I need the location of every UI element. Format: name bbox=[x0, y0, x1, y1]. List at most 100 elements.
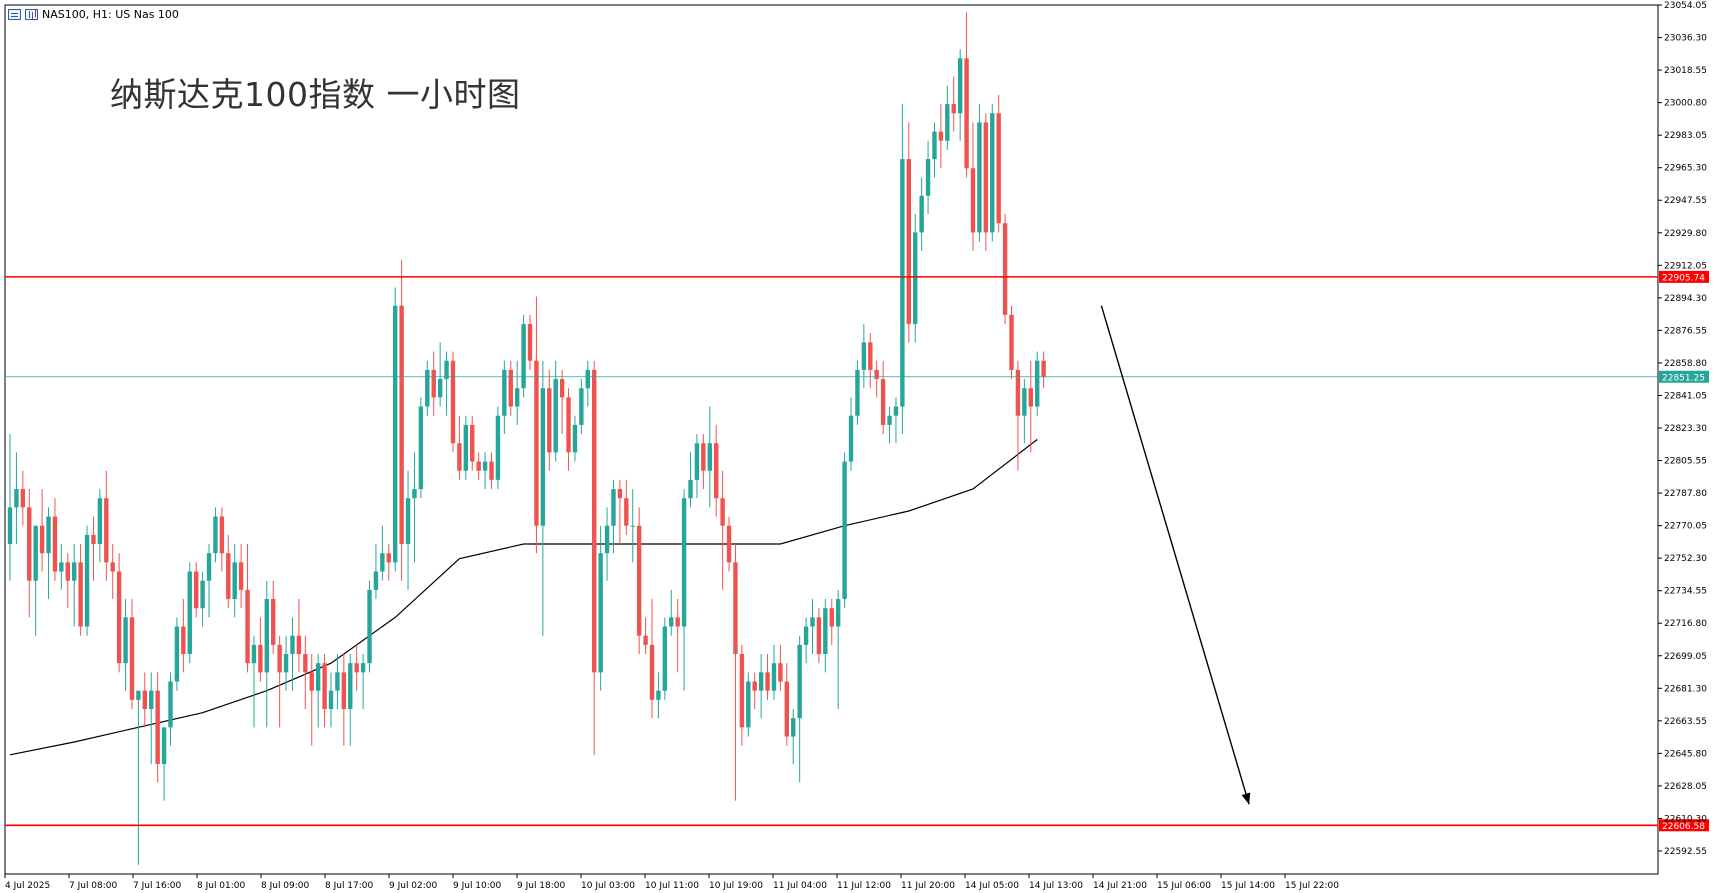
candle bbox=[848, 397, 854, 471]
candle bbox=[412, 452, 417, 563]
candle-body bbox=[65, 562, 70, 581]
candle bbox=[489, 452, 494, 490]
candle-body bbox=[579, 388, 584, 425]
candle bbox=[457, 415, 462, 480]
chart-bars-icon[interactable] bbox=[25, 8, 38, 20]
candle bbox=[399, 259, 404, 581]
candle-body bbox=[52, 516, 58, 572]
candle bbox=[521, 314, 526, 398]
candle-body bbox=[559, 379, 565, 398]
candle-body bbox=[187, 571, 192, 655]
ma-polyline bbox=[9, 439, 1038, 756]
trend-arrow[interactable] bbox=[1100, 305, 1251, 805]
candle bbox=[72, 544, 77, 627]
candle-body bbox=[1015, 369, 1021, 416]
candle-body bbox=[990, 113, 995, 233]
candle bbox=[476, 452, 481, 480]
candle-body bbox=[868, 342, 873, 370]
candle-body bbox=[1035, 360, 1040, 407]
candle-body bbox=[521, 324, 526, 389]
candle bbox=[502, 360, 507, 435]
candle-body bbox=[206, 553, 212, 581]
candle-body bbox=[803, 626, 809, 645]
price-tick-label: 22787.80 bbox=[1664, 489, 1707, 499]
time-tick-label: 8 Jul 09:00 bbox=[261, 881, 310, 891]
candle bbox=[405, 470, 411, 590]
candle-body bbox=[765, 672, 770, 691]
candle-body bbox=[463, 424, 469, 471]
candle bbox=[726, 516, 732, 572]
candle-body bbox=[791, 718, 796, 737]
candle bbox=[335, 654, 340, 710]
candle bbox=[752, 672, 757, 710]
candle-body bbox=[335, 672, 340, 691]
candle-body bbox=[540, 388, 546, 526]
candle-body bbox=[1022, 388, 1027, 416]
time-tick-label: 11 Jul 12:00 bbox=[837, 881, 891, 891]
candle bbox=[746, 672, 751, 737]
candle-body bbox=[219, 516, 225, 554]
candle-body bbox=[476, 461, 481, 471]
candle-body bbox=[27, 507, 32, 581]
candle-body bbox=[149, 690, 154, 710]
candle-body bbox=[611, 489, 616, 526]
price-tick-label: 22663.55 bbox=[1664, 717, 1707, 727]
candle-body bbox=[514, 388, 520, 407]
candle bbox=[624, 479, 629, 535]
candle-body bbox=[855, 369, 860, 416]
time-tick-label: 11 Jul 04:00 bbox=[773, 881, 827, 891]
candle-body bbox=[142, 690, 148, 710]
candle-body bbox=[880, 379, 886, 425]
candle-body bbox=[129, 617, 135, 700]
candle-body bbox=[425, 369, 430, 407]
candle bbox=[386, 544, 391, 581]
time-tick-label: 14 Jul 13:00 bbox=[1029, 881, 1083, 891]
candle-body bbox=[784, 681, 790, 737]
candle bbox=[168, 672, 173, 746]
price-tick-label: 22734.55 bbox=[1664, 587, 1707, 597]
candle-body bbox=[547, 388, 552, 453]
candle-body bbox=[630, 525, 635, 527]
candle bbox=[373, 544, 379, 600]
candle-body bbox=[970, 168, 976, 233]
candle-body bbox=[46, 516, 51, 554]
candle-body bbox=[59, 562, 64, 572]
candle-body bbox=[104, 498, 109, 563]
candle bbox=[450, 351, 456, 453]
candle-body bbox=[636, 525, 642, 636]
candle-body bbox=[431, 369, 436, 398]
candle-body bbox=[938, 131, 944, 141]
candle bbox=[707, 406, 712, 508]
candle bbox=[829, 599, 834, 645]
time-tick-label: 9 Jul 10:00 bbox=[453, 881, 502, 891]
candle bbox=[482, 452, 488, 490]
candle-body bbox=[829, 608, 834, 627]
candle bbox=[341, 654, 347, 746]
candle bbox=[1002, 214, 1008, 325]
level-price-tag bbox=[1659, 270, 1709, 283]
candle bbox=[656, 672, 661, 719]
candle bbox=[136, 690, 141, 865]
time-tick-label: 10 Jul 11:00 bbox=[645, 881, 699, 891]
candle bbox=[887, 406, 892, 444]
candle bbox=[193, 562, 199, 618]
candle-body bbox=[861, 342, 867, 370]
grid-icon[interactable] bbox=[8, 8, 21, 20]
candle bbox=[893, 397, 899, 444]
candle bbox=[360, 654, 366, 710]
candle-body bbox=[752, 681, 757, 691]
candle-body bbox=[193, 571, 199, 609]
candle-body bbox=[733, 562, 738, 655]
candle-body bbox=[412, 489, 417, 499]
candle bbox=[675, 599, 680, 673]
candle bbox=[611, 479, 616, 554]
candle-body bbox=[72, 562, 77, 581]
level-price-label: 22905.74 bbox=[1662, 273, 1705, 283]
candle-body bbox=[771, 663, 777, 691]
candle-body bbox=[964, 58, 969, 169]
horizontal-levels[interactable]: 22905.74 22606.58 22851.25 bbox=[5, 270, 1709, 832]
chart-header: NAS100, H1: US Nas 100 bbox=[8, 6, 179, 22]
candle bbox=[348, 654, 353, 746]
candle bbox=[65, 553, 70, 609]
